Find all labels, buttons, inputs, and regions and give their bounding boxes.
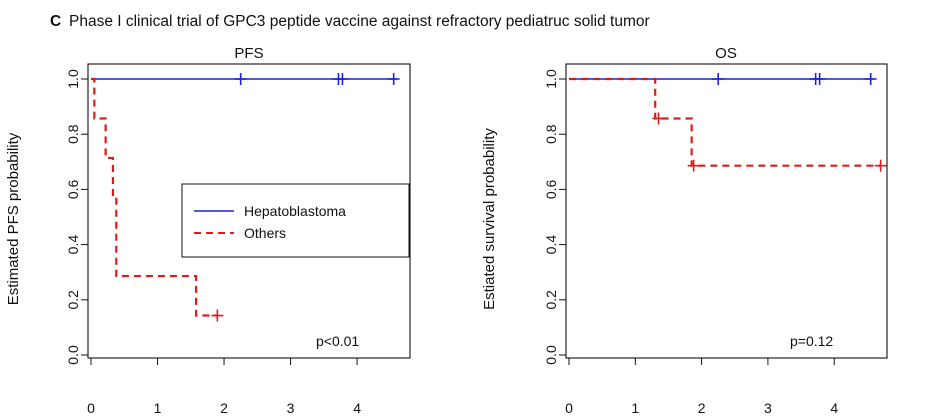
y-axis-label: Estimated PFS probability [5, 132, 22, 305]
y-tick-label: 0.0 [65, 345, 81, 365]
y-tick-label: 0.8 [65, 124, 81, 144]
plot-title: PFS [234, 45, 263, 62]
pfs-chart: PFS Estimated PFS probability 0.0 0.2 0.4 0.6… [5, 45, 411, 416]
series-line-others [569, 77, 881, 167]
y-tick-label: 0.8 [543, 124, 559, 144]
plot-frame [87, 63, 411, 359]
censor-mark [387, 73, 400, 85]
censor-mark [234, 73, 247, 85]
censor-mark [874, 159, 887, 172]
y-tick-label: 0.4 [65, 235, 81, 255]
x-tick-label: 4 [830, 400, 838, 416]
y-tick-label: 0.6 [543, 179, 559, 199]
x-tick-label: 2 [698, 400, 706, 416]
censor-mark [813, 73, 826, 85]
x-tick-label: 4 [353, 400, 361, 416]
plot-frame [565, 63, 888, 359]
legend: Hepatoblastoma Others [181, 183, 410, 258]
censor-mark [687, 159, 700, 172]
x-tick-label: 3 [287, 400, 295, 416]
series-line-others [91, 77, 218, 317]
y-axis-label: Estiated survival probability [481, 128, 498, 310]
plot-title: OS [715, 45, 737, 62]
x-tick-label: 0 [565, 400, 573, 416]
x-tick-label: 1 [154, 400, 162, 416]
censor-mark [211, 309, 224, 322]
y-tick-label: 1.0 [65, 69, 81, 89]
p-value-annotation: p<0.01 [316, 333, 359, 349]
legend-label-hepatoblastoma: Hepatoblastoma [244, 203, 346, 219]
panel-letter: C [50, 13, 61, 30]
censor-mark [712, 73, 725, 85]
x-tick-label: 1 [631, 400, 639, 416]
os-chart: OS Estiated survival probability 0.0 0.2 0.4… [481, 45, 888, 416]
censor-mark [652, 112, 665, 125]
p-value-annotation: p=0.12 [790, 333, 833, 349]
x-tick-label: 3 [764, 400, 772, 416]
censor-mark [336, 73, 349, 85]
y-tick-label: 0.6 [65, 179, 81, 199]
y-tick-label: 0.0 [543, 345, 559, 365]
x-tick-label: 0 [87, 400, 95, 416]
y-tick-label: 0.2 [65, 290, 81, 310]
y-tick-label: 1.0 [543, 69, 559, 89]
y-tick-label: 0.2 [543, 290, 559, 310]
x-tick-label: 2 [220, 400, 228, 416]
y-tick-label: 0.4 [543, 235, 559, 255]
legend-label-others: Others [244, 225, 286, 241]
panel-title: Phase I clinical trial of GPC3 peptide v… [69, 13, 650, 30]
censor-mark [864, 73, 877, 85]
legend-box [181, 183, 410, 258]
